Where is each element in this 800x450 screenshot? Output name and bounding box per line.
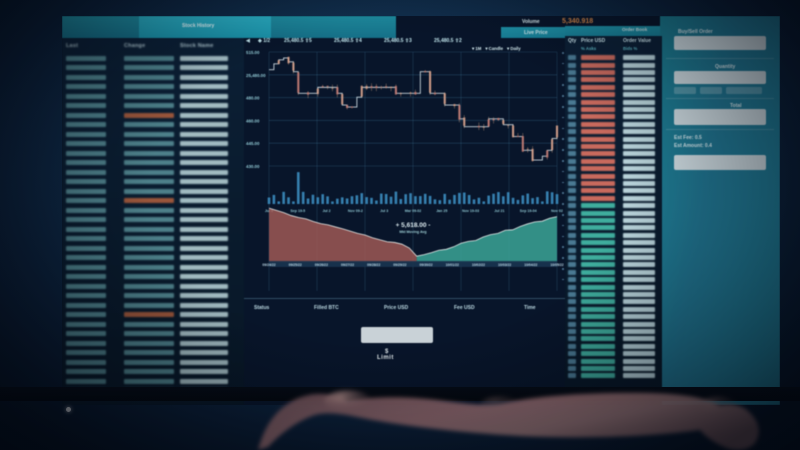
svg-text:Jan 25: Jan 25 xyxy=(436,209,447,213)
svg-text:480.00: 480.00 xyxy=(246,96,260,101)
svg-text:09/29/22: 09/29/22 xyxy=(393,263,406,267)
svg-text:445.00: 445.00 xyxy=(246,141,260,146)
svg-text:10/03/22: 10/03/22 xyxy=(498,263,511,267)
svg-text:09/30/22: 09/30/22 xyxy=(419,263,432,267)
svg-text:Sep 19-5: Sep 19-5 xyxy=(290,209,305,213)
svg-text:460.00: 460.00 xyxy=(246,118,260,123)
svg-text:+ 5,618.00 -: + 5,618.00 - xyxy=(396,222,431,229)
svg-text:09/28/22: 09/28/22 xyxy=(367,263,380,267)
svg-text:09/24/22: 09/24/22 xyxy=(262,263,275,267)
svg-text:10/04/22: 10/04/22 xyxy=(524,263,537,267)
svg-text:Jul 21: Jul 21 xyxy=(494,209,504,213)
svg-text:Jul 3: Jul 3 xyxy=(380,209,388,213)
svg-text:09/25/22: 09/25/22 xyxy=(289,263,302,267)
svg-text:Mar 09-02: Mar 09-02 xyxy=(405,209,422,213)
svg-text:Sep 19-04: Sep 19-04 xyxy=(520,209,537,213)
svg-text:Nov 19-03: Nov 19-03 xyxy=(462,209,479,213)
svg-text:09/26/22: 09/26/22 xyxy=(315,263,328,267)
svg-text:09/27/22: 09/27/22 xyxy=(341,263,354,267)
svg-text:10/01/22: 10/01/22 xyxy=(446,263,459,267)
svg-text:Jul 2: Jul 2 xyxy=(322,209,330,213)
svg-text:10/02/22: 10/02/22 xyxy=(472,263,485,267)
svg-text:25,480.00: 25,480.00 xyxy=(246,73,266,78)
svg-text:Nov 09-2: Nov 09-2 xyxy=(348,209,363,213)
svg-text:430.00: 430.00 xyxy=(246,164,260,169)
svg-text:Mkt Moving Avg: Mkt Moving Avg xyxy=(399,230,426,234)
svg-text:515.00: 515.00 xyxy=(246,50,260,55)
